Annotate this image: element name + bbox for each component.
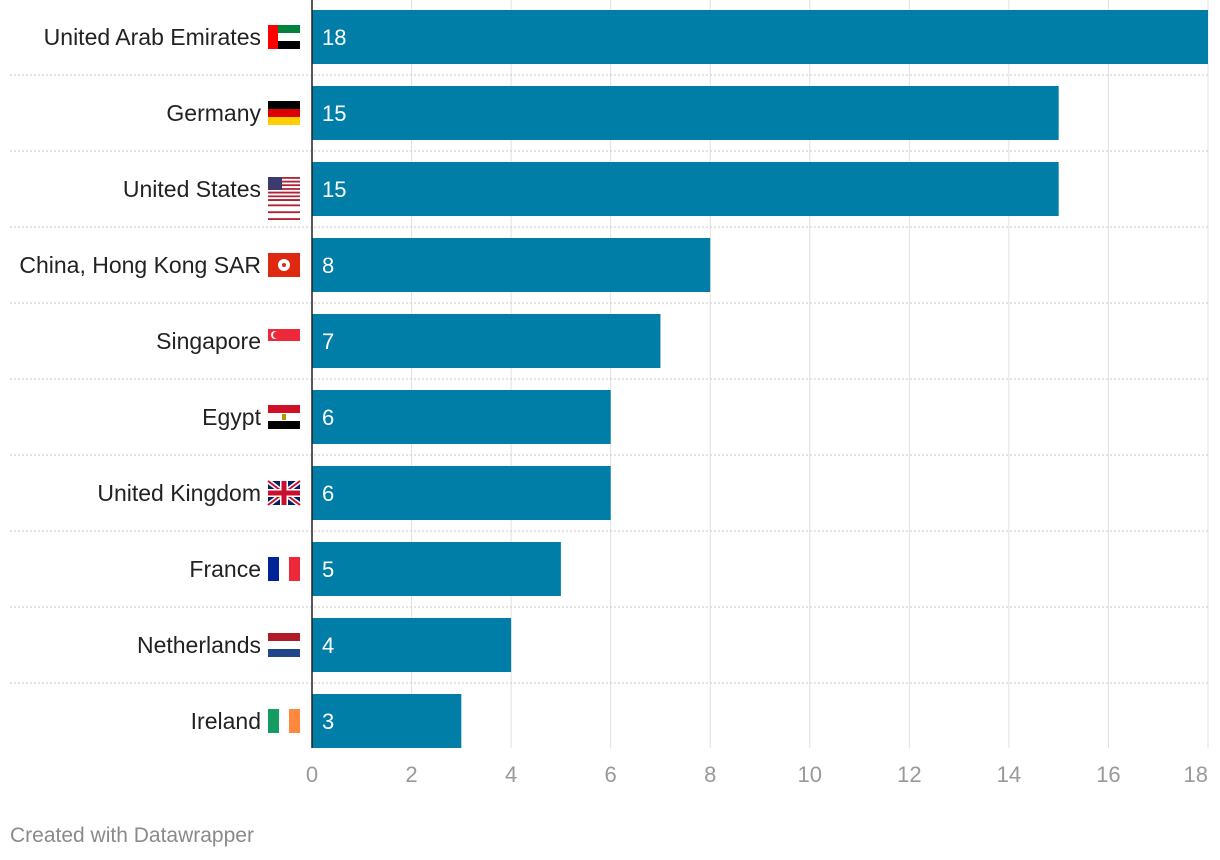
bar-value-label: 5 (322, 557, 334, 582)
flag-icon (268, 253, 300, 277)
bar-value-label: 6 (322, 481, 334, 506)
x-tick-label: 10 (798, 762, 822, 787)
bar (312, 618, 512, 672)
flag-icon (268, 101, 300, 125)
bar (312, 314, 661, 368)
bar (312, 86, 1059, 140)
bar (312, 466, 611, 520)
bar-value-label: 3 (322, 709, 334, 734)
category-label: United Arab Emirates (44, 24, 261, 50)
x-tick-label: 4 (505, 762, 517, 787)
bar-chart: 18 United Arab Emirates 15 Germany 15 United … (10, 0, 1210, 787)
flag-icon (268, 25, 300, 49)
bar (312, 10, 1208, 64)
x-tick-label: 0 (306, 762, 318, 787)
credit-text: Created with Datawrapper (10, 824, 254, 847)
bar (312, 238, 711, 292)
x-tick-label: 6 (605, 762, 617, 787)
x-tick-label: 14 (997, 762, 1021, 787)
bar-value-label: 15 (322, 101, 346, 126)
bar-value-label: 8 (322, 253, 334, 278)
bar-value-label: 6 (322, 405, 334, 430)
flag-icon (268, 405, 300, 429)
x-tick-label: 2 (405, 762, 417, 787)
flag-icon (266, 479, 302, 507)
bar-value-label: 18 (322, 25, 346, 50)
x-tick-label: 16 (1096, 762, 1120, 787)
flag-icon (268, 633, 300, 657)
category-label: Singapore (156, 328, 261, 354)
category-label: Egypt (202, 404, 261, 430)
category-label: United States (123, 176, 261, 202)
x-tick-label: 18 (1184, 762, 1208, 787)
category-label: Germany (166, 100, 261, 126)
category-label: China, Hong Kong SAR (19, 252, 261, 278)
bar-value-label: 7 (322, 329, 334, 354)
x-tick-label: 12 (897, 762, 921, 787)
category-label: Netherlands (137, 632, 261, 658)
flag-icon (268, 709, 300, 733)
category-label: United Kingdom (97, 480, 261, 506)
flag-icon (268, 557, 300, 581)
flag-icon (268, 329, 300, 353)
category-label: France (189, 556, 261, 582)
bar (312, 542, 561, 596)
bar (312, 390, 611, 444)
x-tick-label: 8 (704, 762, 716, 787)
bar (312, 694, 462, 748)
category-label: Ireland (191, 708, 261, 734)
bar-value-label: 4 (322, 633, 334, 658)
bar-value-label: 15 (322, 177, 346, 202)
flag-icon (268, 177, 300, 220)
bar (312, 162, 1059, 216)
